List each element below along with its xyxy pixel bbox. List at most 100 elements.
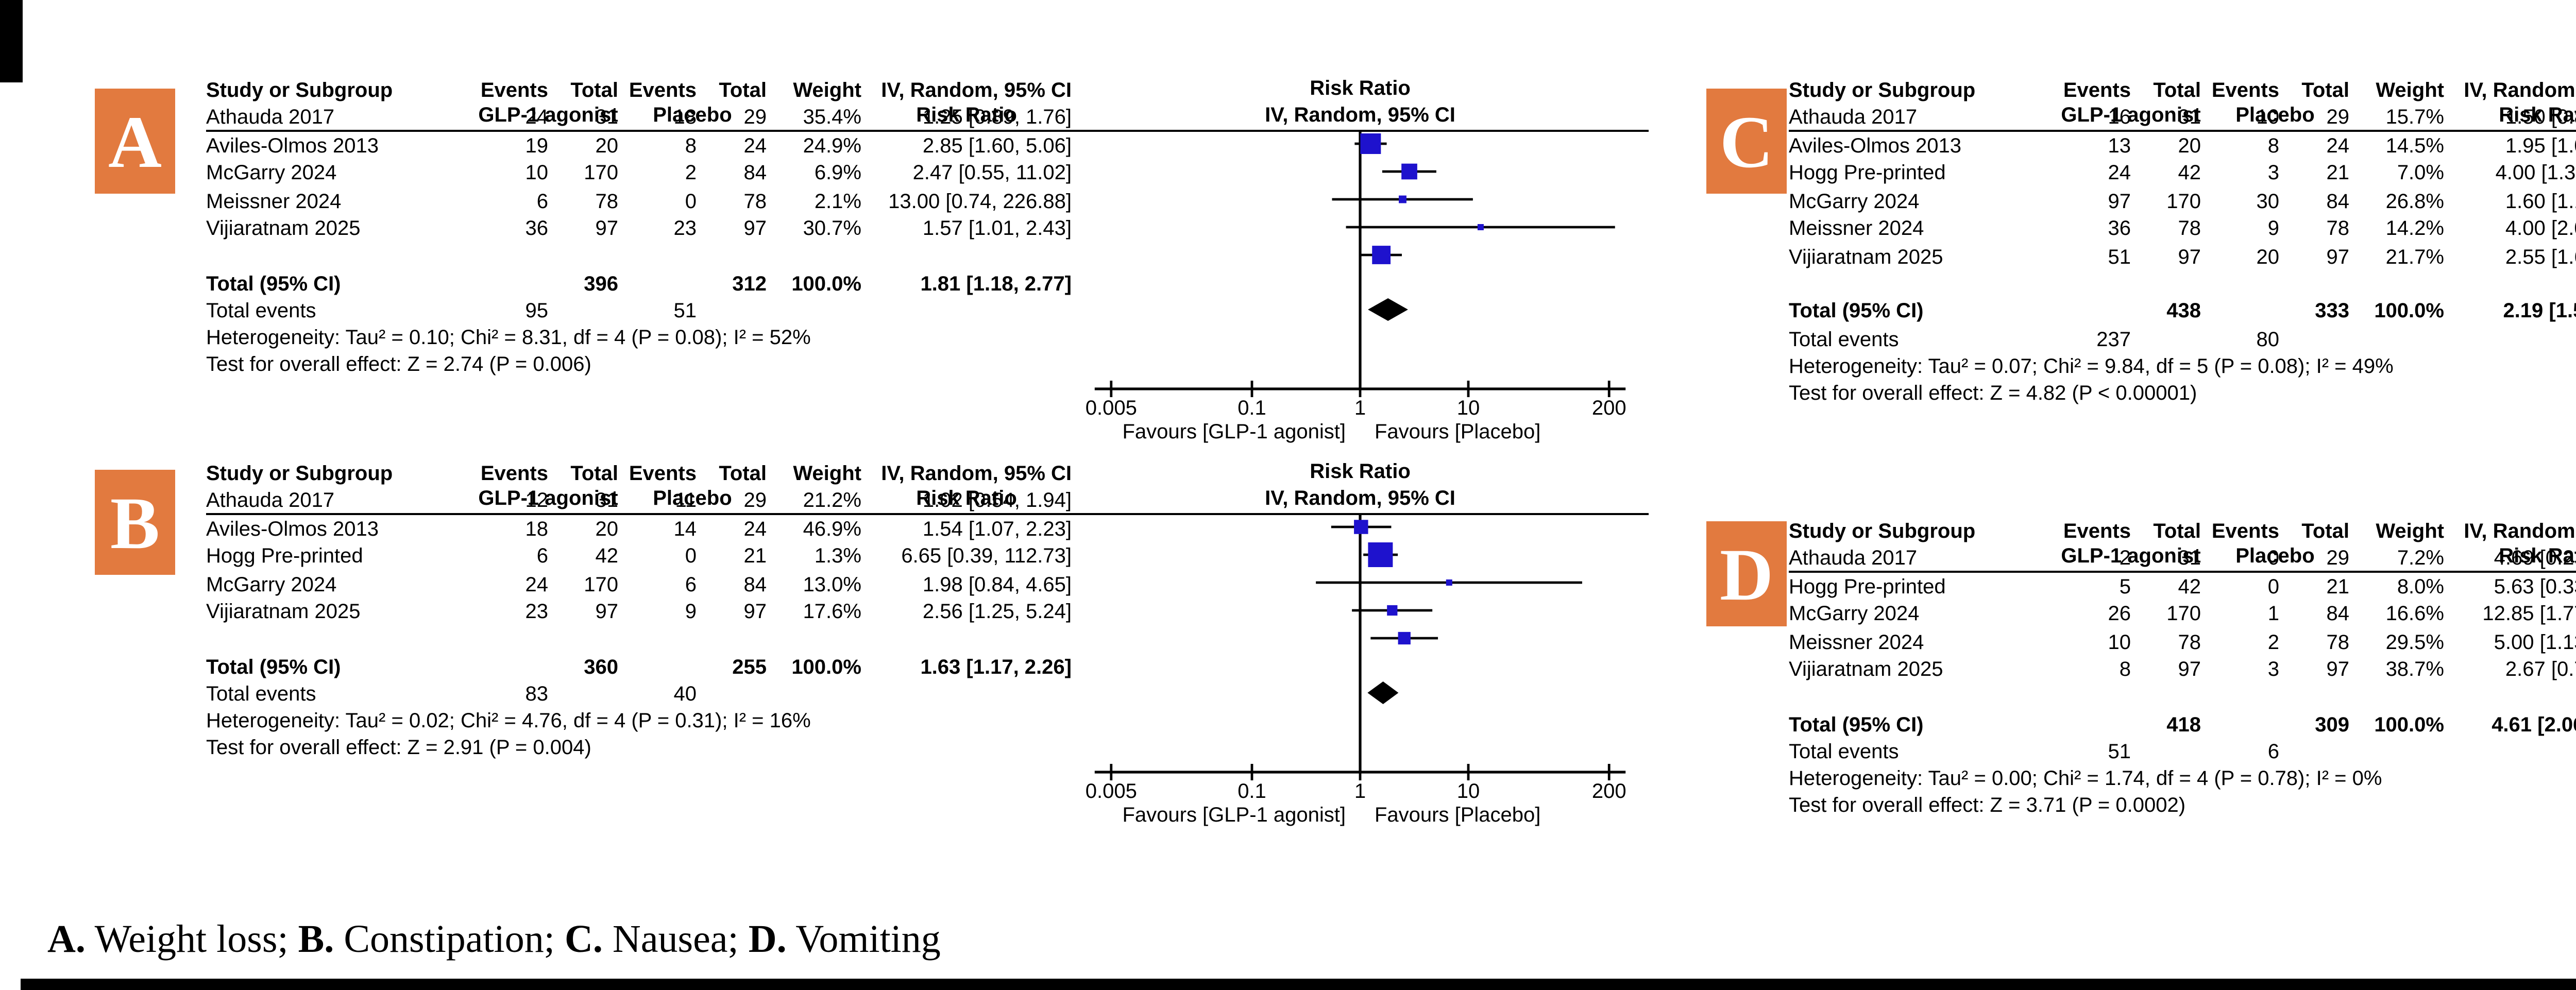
total-events-treatment-total	[548, 682, 618, 709]
group-header-control: Placebo	[653, 105, 732, 128]
study-row-control-events: 18	[673, 107, 697, 130]
total-row-control-events	[2201, 712, 2279, 740]
overall-effect-note: Test for overall effect: Z = 2.91 (P = 0…	[206, 738, 591, 760]
study-row-control-events: 0	[2267, 548, 2279, 571]
forest-table: GLP-1 agonist Placebo Risk Ratio Study or S…	[1789, 78, 2576, 407]
study-row-weight-value: 7.0%	[2397, 163, 2444, 185]
column-header-treatment-events: Events	[480, 464, 548, 486]
column-header-treatment-events: Events	[480, 80, 548, 103]
total-events-control-events: 80	[2256, 329, 2280, 351]
axis-tick-label: 10	[1457, 397, 1480, 419]
study-row-weight-value: 30.7%	[803, 218, 861, 241]
caption-label-b: B.	[298, 919, 334, 962]
study-row-treatment-events: 5	[2119, 576, 2131, 599]
effect-marker	[1401, 163, 1417, 180]
total-row-study-name: Total (95% CI)	[1789, 714, 1924, 737]
study-row-treatment-events: 36	[525, 218, 549, 241]
study-row-treatment-events: 36	[2108, 218, 2131, 241]
rr-column-group-header: Risk Ratio	[2499, 546, 2576, 569]
header-underline	[1789, 130, 2576, 133]
caption-text-a: Weight loss;	[85, 919, 298, 962]
study-row-control-events: 8	[685, 135, 697, 158]
study-row-rr-ci-text: 6.65 [0.39, 112.73]	[901, 546, 1072, 569]
total-row-study-name: Total (95% CI)	[1789, 301, 1924, 323]
total-events-weight-value	[2349, 740, 2444, 766]
total-events-control-events: 51	[673, 301, 697, 323]
study-row-control-total: 29	[743, 490, 767, 513]
total-row-treatment-events	[478, 271, 548, 299]
study-row-control-total: 84	[2326, 191, 2350, 213]
study-row-treatment-total: 31	[595, 490, 619, 513]
study-row-control-total: 78	[2326, 218, 2350, 241]
total-row-control-events	[618, 271, 697, 299]
panel-badge-c: C	[1706, 89, 1787, 194]
panel-badge-a-letter: A	[108, 100, 162, 182]
plot-subtitle: IV, Random, 95% CI	[1265, 105, 1455, 128]
study-row-treatment-total: 20	[595, 518, 619, 541]
panel-badge-c-letter: C	[1720, 100, 1773, 182]
study-row-control-total: 21	[2326, 576, 2350, 599]
heterogeneity-note: Heterogeneity: Tau² = 0.00; Chi² = 1.74,…	[1789, 769, 2382, 791]
study-row-study-name: McGarry 2024	[1789, 604, 1920, 626]
study-row-control-total: 84	[743, 163, 767, 185]
study-row-weight-value: 46.9%	[803, 518, 861, 541]
forest-table: GLP-1 agonist Placebo Risk Ratio Study or S…	[1789, 519, 2576, 820]
study-row-control-total: 29	[743, 107, 767, 130]
study-row-rr-ci-text: 1.50 [0.82, 2.75]	[2505, 107, 2576, 130]
panel-a-forest-plot: GLP-1 agonist Placebo Risk Ratio Study or S…	[206, 78, 1649, 451]
plot-title: Risk Ratio	[1310, 462, 1411, 484]
study-row-rr-ci-text: 1.54 [1.07, 2.23]	[922, 518, 1072, 541]
study-row-control-total: 29	[2326, 548, 2350, 571]
study-row-control-total: 78	[2326, 631, 2350, 654]
study-row-treatment-total: 31	[2178, 107, 2201, 130]
study-row-control-events: 20	[2256, 246, 2280, 269]
study-row-treatment-events: 97	[2108, 191, 2131, 213]
total-events-weight-value	[767, 682, 861, 709]
total-events-weight-value	[2349, 327, 2444, 353]
heterogeneity-note: Heterogeneity: Tau² = 0.02; Chi² = 4.76,…	[206, 711, 811, 733]
total-row-weight-value: 100.0%	[791, 656, 861, 679]
study-row-rr-ci-text: 13.00 [0.74, 226.88]	[888, 191, 1072, 213]
total-events-rr-ci-text	[861, 299, 1072, 326]
rr-column-group-header: Risk Ratio	[2499, 105, 2576, 128]
total-row-rr-ci-text: 2.19 [1.59, 3.01]	[2503, 301, 2576, 323]
total-row-treatment-total: 438	[2166, 301, 2201, 323]
study-row-treatment-events: 51	[2108, 246, 2131, 269]
caption-text-d: Vomiting	[786, 919, 941, 962]
study-row-control-events: 9	[685, 602, 697, 624]
study-row-treatment-events: 2	[2119, 548, 2131, 571]
study-row-control-events: 0	[2267, 576, 2279, 599]
study-row-study-name: McGarry 2024	[1789, 191, 1920, 213]
total-row-treatment-total: 418	[2166, 714, 2201, 737]
forest-plot-area: Risk Ratio IV, Random, 95% CI 0.005 0.1 1 10 2…	[1072, 462, 1649, 834]
figure-caption: A. Weight loss; B. Constipation; C. Naus…	[47, 919, 941, 964]
table-spacer-row	[206, 627, 1072, 654]
study-row-control-events: 23	[673, 218, 697, 241]
study-row-study-name: Hogg Pre-printed	[206, 546, 363, 569]
column-header-weight-value: Weight	[793, 80, 861, 103]
study-row-weight-value: 16.6%	[2385, 604, 2444, 626]
favours-left-label: Favours [GLP-1 agonist]	[1122, 804, 1346, 826]
axis-tick-label: 0.1	[1238, 780, 1266, 803]
table-spacer-row	[1789, 272, 2576, 299]
total-events-treatment-events: 83	[525, 684, 549, 707]
total-events-treatment-events: 51	[2108, 742, 2131, 764]
axis-tick-label: 1	[1354, 397, 1366, 419]
study-row-weight-value: 6.9%	[814, 163, 861, 185]
total-row-treatment-total: 360	[584, 656, 618, 679]
study-row-study-name: Vijiaratnam 2025	[206, 602, 361, 624]
total-row-control-total: 312	[732, 273, 767, 296]
axis-tick-label: 200	[1592, 780, 1626, 803]
study-row-treatment-total: 42	[595, 546, 619, 569]
study-row-control-total: 97	[2326, 659, 2350, 682]
study-row-control-events: 14	[673, 518, 697, 541]
favours-left-label: Favours [GLP-1 agonist]	[1122, 420, 1346, 443]
total-row-control-total: 309	[2315, 714, 2349, 737]
study-row-treatment-events: 8	[2119, 659, 2131, 682]
total-events-study-name: Total events	[1789, 742, 1899, 764]
study-row-treatment-total: 42	[2178, 163, 2201, 185]
plot-title: Risk Ratio	[1310, 78, 1411, 101]
study-row-treatment-total: 170	[584, 574, 618, 596]
overall-effect-note: Test for overall effect: Z = 3.71 (P = 0…	[1789, 795, 2186, 818]
study-row-control-events: 1	[2267, 604, 2279, 626]
